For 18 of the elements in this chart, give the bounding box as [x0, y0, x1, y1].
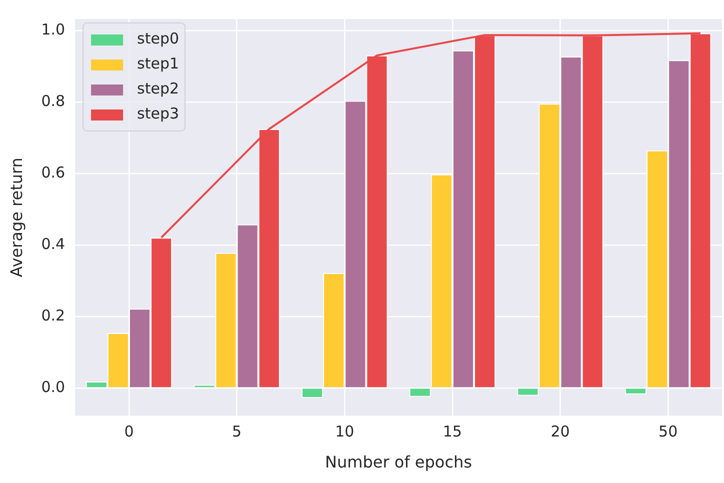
x-tick-label: 0: [124, 422, 134, 441]
x-tick-label: 15: [442, 422, 462, 441]
x-axis-title: Number of epochs: [325, 452, 472, 472]
legend-label: step3: [137, 104, 180, 122]
y-tick-label: 0.4: [41, 234, 66, 253]
legend-label: step0: [137, 29, 180, 48]
legend-label: step2: [137, 79, 180, 98]
y-tick-label: 0.6: [41, 164, 66, 182]
x-tick-label: 5: [232, 422, 242, 441]
y-axis-title: Average return: [6, 158, 26, 278]
x-tick-label: 50: [658, 422, 678, 441]
x-tick-label: 20: [550, 422, 570, 441]
legend-label: step1: [137, 54, 180, 72]
x-tick-label: 10: [335, 422, 354, 441]
y-tick-label: 0.2: [41, 306, 66, 324]
y-tick-label: 0.0: [41, 378, 66, 396]
y-tick-label: 1.0: [41, 20, 66, 39]
y-tick-label: 0.8: [41, 92, 66, 110]
